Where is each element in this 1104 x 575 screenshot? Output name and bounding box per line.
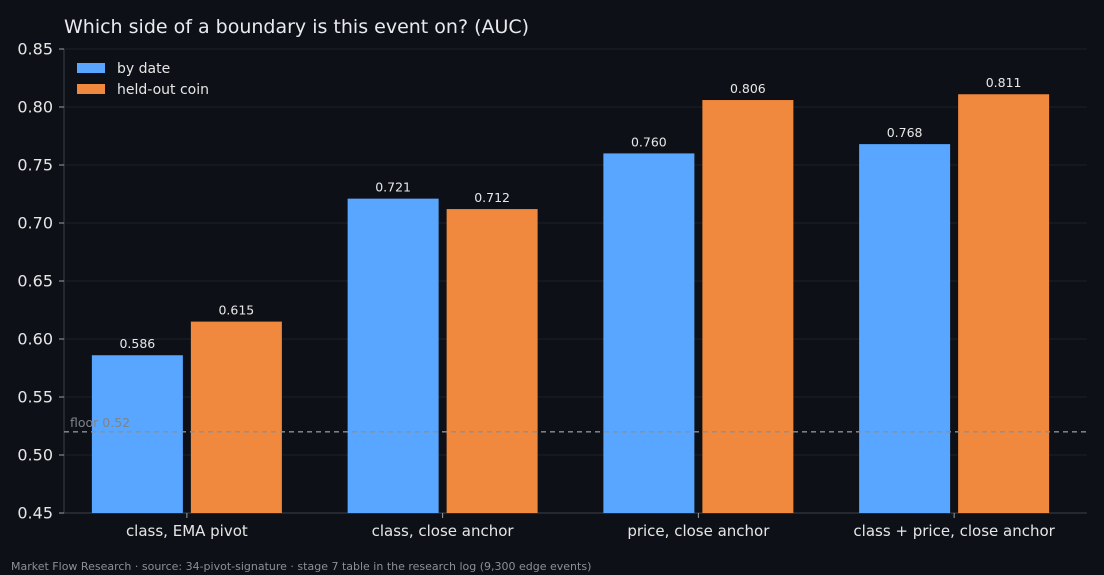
- bar-value-label: 0.768: [887, 125, 923, 140]
- y-tick-label: 0.75: [17, 156, 53, 175]
- legend-swatch-held-out-coin: [77, 84, 105, 94]
- bar-value-label: 0.721: [375, 180, 411, 195]
- x-tick-label: class + price, close anchor: [853, 522, 1055, 540]
- y-tick-label: 0.50: [17, 446, 53, 465]
- bar-by-date: [859, 144, 951, 513]
- bar-group: 0.768 0.811: [859, 75, 1050, 514]
- bar-by-date: [347, 198, 439, 513]
- bar-value-label: 0.586: [119, 336, 155, 351]
- bar-value-label: 0.806: [730, 81, 766, 96]
- y-tick-label: 0.45: [17, 504, 53, 523]
- bar-held-out-coin: [190, 321, 282, 513]
- x-tick-label: price, close anchor: [627, 522, 770, 540]
- bar-held-out-coin: [702, 100, 794, 513]
- y-axis-ticks: 0.45 0.50 0.55 0.60 0.65 0.70 0.75 0.80 0.85: [17, 40, 64, 523]
- x-axis-ticks: class, EMA pivot class, close anchor price…: [126, 513, 1056, 540]
- legend-label-by-date: by date: [117, 61, 170, 77]
- bar-groups: 0.586 0.615 0.721 0.712 0.760 0.806 0.768 0.811: [91, 75, 1050, 514]
- chart-title: Which side of a boundary is this event o…: [64, 16, 529, 38]
- legend: by date held-out coin: [77, 61, 209, 98]
- y-tick-label: 0.70: [17, 214, 53, 233]
- bar-group: 0.760 0.806: [603, 81, 794, 513]
- legend-label-held-out-coin: held-out coin: [117, 82, 209, 98]
- bar-value-label: 0.811: [986, 75, 1022, 90]
- bar-group: 0.586 0.615: [91, 303, 282, 513]
- y-tick-label: 0.55: [17, 388, 53, 407]
- y-tick-label: 0.80: [17, 98, 53, 117]
- bar-held-out-coin: [958, 94, 1050, 514]
- bar-value-label: 0.760: [631, 134, 667, 149]
- x-tick-label: class, close anchor: [372, 522, 515, 540]
- bar-by-date: [91, 355, 183, 513]
- y-tick-label: 0.65: [17, 272, 53, 291]
- floor-reference-label: floor 0.52: [70, 415, 130, 430]
- y-tick-label: 0.85: [17, 40, 53, 59]
- bar-value-label: 0.712: [474, 190, 510, 205]
- bar-by-date: [603, 153, 695, 513]
- x-tick-label: class, EMA pivot: [126, 522, 248, 540]
- bar-value-label: 0.615: [218, 303, 254, 318]
- footer-source-note: Market Flow Research · source: 34-pivot-…: [11, 560, 591, 573]
- legend-swatch-by-date: [77, 63, 105, 73]
- bar-group: 0.721 0.712: [347, 180, 538, 513]
- bar-held-out-coin: [446, 209, 538, 513]
- y-tick-label: 0.60: [17, 330, 53, 349]
